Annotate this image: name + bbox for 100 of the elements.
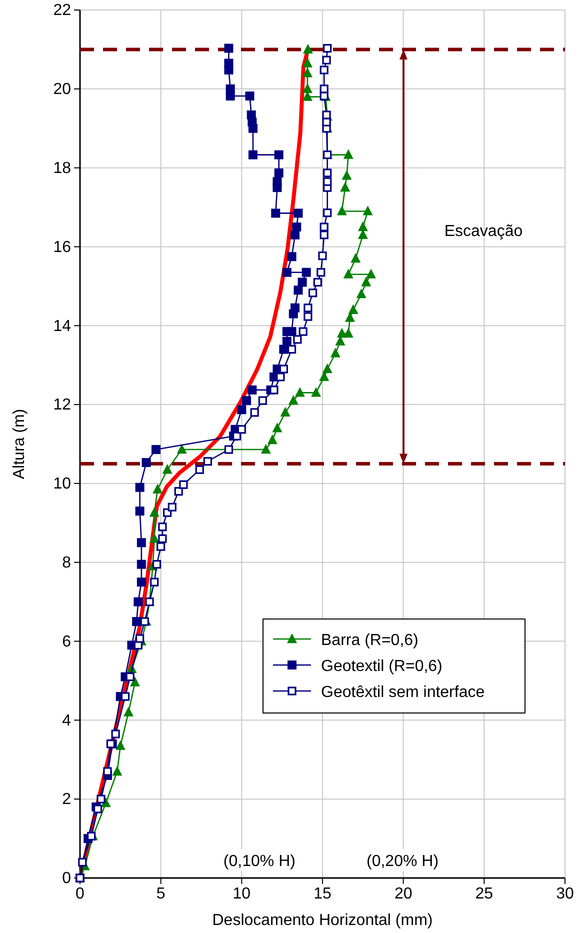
point <box>152 560 162 569</box>
point <box>304 304 312 312</box>
point <box>282 268 292 277</box>
point <box>279 364 288 374</box>
point <box>313 278 322 287</box>
point <box>287 252 296 262</box>
point <box>168 502 176 512</box>
point <box>248 150 258 160</box>
point <box>93 804 102 814</box>
point <box>270 386 278 394</box>
point <box>151 445 160 454</box>
point <box>78 858 87 867</box>
point <box>287 327 296 336</box>
y-tick-label: 20 <box>53 81 72 98</box>
annotation: (0,10% H) <box>223 853 296 870</box>
point <box>320 66 328 74</box>
point <box>290 303 300 312</box>
point <box>320 84 328 94</box>
point <box>142 458 151 468</box>
point <box>149 507 160 517</box>
point <box>282 336 292 346</box>
point <box>246 110 256 120</box>
point <box>258 396 267 405</box>
point <box>302 83 312 93</box>
x-tick-label: 10 <box>232 885 251 902</box>
point <box>195 465 204 474</box>
point <box>358 221 368 232</box>
point <box>245 92 254 101</box>
point <box>274 168 284 178</box>
point <box>140 617 149 626</box>
y-tick-label: 14 <box>53 318 72 335</box>
x-tick-label: 0 <box>76 885 85 902</box>
point <box>136 538 146 548</box>
point <box>323 208 332 218</box>
legend-label: Geotêxtil sem interface <box>321 684 485 701</box>
point <box>242 396 252 406</box>
point <box>311 387 322 397</box>
point <box>298 278 307 287</box>
point <box>174 487 183 496</box>
y-axis-title: Altura (m) <box>11 408 28 480</box>
point <box>318 252 327 260</box>
point <box>248 385 257 394</box>
point <box>226 84 235 94</box>
point <box>343 149 354 159</box>
point <box>158 522 167 532</box>
point <box>294 208 303 218</box>
point <box>176 444 187 454</box>
point <box>156 542 166 551</box>
x-tick-label: 30 <box>556 885 574 902</box>
y-tick-label: 0 <box>62 870 72 888</box>
y-tick-label: 22 <box>53 2 72 20</box>
point <box>179 480 188 489</box>
point <box>366 268 376 278</box>
point <box>316 268 326 277</box>
point <box>96 794 106 804</box>
point <box>323 168 332 178</box>
point <box>135 506 144 516</box>
point <box>136 634 144 643</box>
legend-label: Barra (R=0,6) <box>321 632 418 649</box>
y-tick-label: 18 <box>53 160 72 177</box>
point <box>203 457 212 466</box>
y-tick-label: 2 <box>62 791 72 808</box>
point <box>272 177 282 186</box>
point <box>330 348 340 358</box>
point <box>302 68 312 78</box>
point <box>149 533 160 543</box>
point <box>320 222 328 232</box>
point <box>224 445 234 454</box>
point <box>302 268 311 277</box>
point <box>267 434 278 444</box>
point <box>361 276 372 286</box>
point <box>298 327 308 336</box>
point <box>272 422 282 432</box>
point <box>271 208 280 218</box>
point <box>308 288 318 298</box>
point <box>293 335 302 344</box>
point <box>348 304 358 314</box>
point <box>237 405 246 414</box>
point <box>162 464 172 474</box>
point <box>134 597 143 606</box>
point <box>130 676 140 686</box>
point <box>322 56 331 64</box>
point <box>322 118 331 126</box>
point <box>323 44 332 53</box>
point <box>362 206 373 216</box>
y-tick-label: 6 <box>62 633 72 650</box>
annotation: (0,20% H) <box>366 853 439 870</box>
point <box>276 372 285 382</box>
point <box>111 730 120 738</box>
point <box>280 406 290 417</box>
point <box>124 706 134 716</box>
point <box>322 363 332 374</box>
x-axis-title: Deslocamento Horizontal (mm) <box>212 912 433 929</box>
point <box>290 230 300 240</box>
point <box>152 484 163 494</box>
annotation: Escavação <box>444 222 523 240</box>
point <box>294 286 303 295</box>
y-tick-label: 16 <box>53 238 72 256</box>
point <box>336 206 347 216</box>
point <box>294 387 305 397</box>
